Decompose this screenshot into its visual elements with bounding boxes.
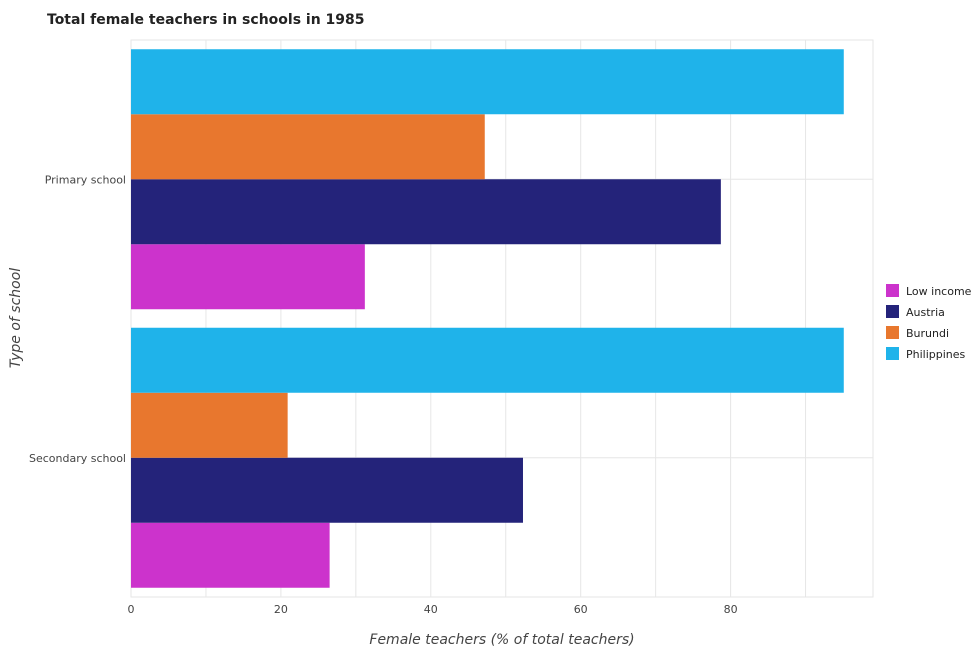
legend-label: Austria [906,306,945,319]
y-axis-label: Type of school [8,268,24,369]
bar [131,327,844,393]
bar [131,49,844,115]
bar [131,244,365,310]
legend-swatch [886,347,899,360]
x-tick-label: 20 [274,603,288,616]
legend-swatch [886,284,899,297]
x-tick-label: 0 [128,603,135,616]
legend-swatch [886,326,899,339]
x-axis-label: Female teachers (% of total teachers) [369,632,634,648]
y-tick-label: Primary school [45,173,126,186]
x-tick-label: 60 [574,603,588,616]
legend-label: Burundi [906,327,949,340]
bar [131,114,485,180]
bar [131,392,288,458]
bar [131,457,523,523]
x-tick-labels: 0 20 40 60 80 [128,603,738,616]
y-tick-labels: Primary school Secondary school [29,173,126,465]
y-tick-label: Secondary school [29,452,126,465]
legend-swatch [886,305,899,318]
legend-label: Low income [906,285,972,298]
chart-title: Total female teachers in schools in 1985 [47,12,365,28]
x-tick-label: 40 [424,603,438,616]
bar [131,522,330,588]
bar [131,179,721,245]
legend-label: Philippines [906,348,966,361]
legend: Low income Austria Burundi Philippines [886,284,972,361]
x-tick-label: 80 [724,603,738,616]
bars [131,49,844,588]
